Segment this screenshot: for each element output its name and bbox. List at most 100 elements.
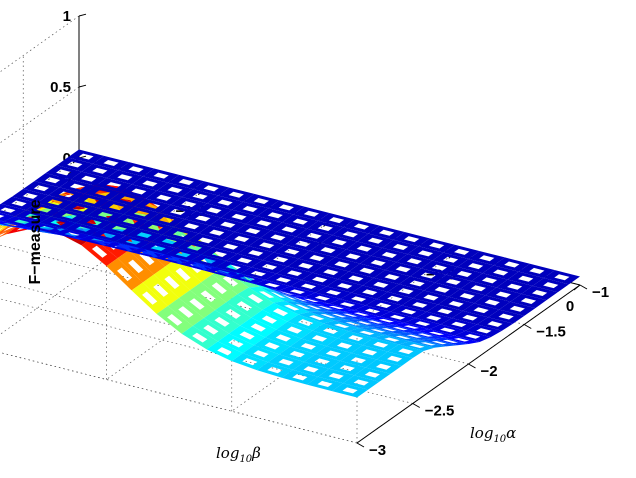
surface-cell-2-9 bbox=[296, 228, 333, 244]
surface-cell-19-1 bbox=[306, 376, 344, 392]
surface-cell-7-12 bbox=[165, 248, 202, 261]
surface-cell-8-6 bbox=[304, 292, 341, 304]
z-tick-mark-2 bbox=[78, 13, 87, 17]
surface-cell-9-3 bbox=[368, 316, 405, 325]
surface-cell-13-2 bbox=[348, 327, 385, 338]
surface-cell-6-16 bbox=[76, 215, 113, 230]
surface-cell-5-18 bbox=[37, 195, 74, 210]
surface-cell-8-9 bbox=[229, 273, 266, 284]
surface-cell-6-5 bbox=[351, 285, 388, 300]
surface-cell-8-3 bbox=[379, 311, 416, 323]
z-tick-mark-1 bbox=[78, 84, 87, 88]
surface-cell-6-2 bbox=[426, 304, 463, 319]
surface-cell-2-19 bbox=[45, 165, 82, 180]
surface-cell-15-4 bbox=[276, 321, 313, 339]
surface-cell-12-5 bbox=[284, 300, 321, 312]
surface-cell-7-11 bbox=[190, 254, 227, 268]
surface-cell-7-9 bbox=[240, 267, 277, 280]
surface-cell-5-14 bbox=[137, 220, 174, 235]
surface-cell-8-11 bbox=[179, 260, 216, 271]
surface-cell-2-12 bbox=[220, 209, 258, 224]
surface-cell-7-2 bbox=[415, 311, 452, 325]
surface-cell-2-4 bbox=[421, 260, 458, 275]
surface-cell-18-1 bbox=[318, 368, 355, 384]
surface-cell-8-8 bbox=[254, 279, 291, 291]
surface-cell-1-7 bbox=[357, 233, 394, 248]
surface-cell-4-13 bbox=[173, 219, 210, 234]
surface-cell-0-5 bbox=[418, 238, 455, 253]
surface-cell-18-3 bbox=[267, 354, 305, 370]
surface-cell-0-6 bbox=[393, 232, 430, 247]
surface-cell-16-5 bbox=[240, 317, 277, 338]
surface-cell-3-7 bbox=[335, 249, 372, 264]
surface-cell-0-7 bbox=[368, 225, 405, 240]
surface-cell-2-5 bbox=[396, 254, 433, 269]
surface-cell-19-6 bbox=[181, 325, 218, 350]
surface-cell-6-8 bbox=[276, 266, 313, 280]
surface-cell-19-0 bbox=[331, 383, 369, 398]
surface-cell-16-0 bbox=[365, 359, 402, 374]
surface-cell-3-11 bbox=[234, 223, 271, 239]
surface-cell-2-17 bbox=[95, 177, 132, 193]
alpha-tick-label-4: −3 bbox=[369, 442, 386, 459]
surface-cell-1-11 bbox=[257, 208, 294, 223]
surface-cell-5-3 bbox=[412, 290, 450, 305]
surface-cell-2-2 bbox=[471, 273, 508, 288]
surface-cell-2-18 bbox=[70, 171, 107, 186]
surface-cell-11-2 bbox=[371, 325, 408, 334]
surface-cell-12-4 bbox=[309, 311, 346, 321]
surface-cell-17-3 bbox=[279, 346, 316, 362]
surface-cell-12-1 bbox=[384, 333, 422, 342]
surface-cell-4-10 bbox=[248, 238, 285, 253]
y-axis-label: log10β bbox=[216, 444, 261, 465]
surface-cell-16-4 bbox=[265, 329, 302, 347]
surface-cell-0-0 bbox=[543, 270, 580, 285]
surface-cell-17-7 bbox=[178, 290, 216, 318]
surface-cell-9-12 bbox=[142, 247, 180, 265]
alpha-tick-mark-0 bbox=[579, 284, 588, 290]
surface-cell-2-3 bbox=[446, 266, 483, 282]
surface-cell-5-5 bbox=[362, 277, 399, 292]
surface-cell-2-11 bbox=[245, 216, 283, 231]
surface-cell-14-4 bbox=[287, 314, 324, 331]
surface-cell-0-17 bbox=[117, 162, 155, 177]
surface-cell-4-4 bbox=[399, 276, 436, 291]
surface-cell-10-12 bbox=[131, 230, 168, 254]
surface-cell-7-6 bbox=[315, 286, 352, 299]
surface-cell-8-14 bbox=[103, 241, 141, 252]
surface-cell-19-9 bbox=[106, 258, 143, 291]
surface-cell-9-19 bbox=[0, 220, 4, 222]
surface-cell-5-4 bbox=[387, 284, 425, 299]
surface-cell-6-4 bbox=[376, 291, 413, 306]
surface-cell-6-17 bbox=[51, 209, 88, 223]
surface-cell-2-14 bbox=[170, 197, 207, 212]
surface-cell-14-1 bbox=[362, 337, 399, 352]
surface-cell-10-6 bbox=[282, 293, 319, 305]
surface-cell-5-15 bbox=[112, 214, 149, 229]
surface-cell-8-18 bbox=[3, 216, 40, 228]
z-tick-label-1: 0.5 bbox=[50, 79, 71, 96]
surface-cell-4-1 bbox=[474, 295, 511, 310]
surface-cell-6-14 bbox=[126, 228, 163, 242]
surface-cell-4-16 bbox=[98, 200, 135, 215]
surface-cell-5-17 bbox=[62, 201, 99, 216]
x-axis-label: log10α bbox=[470, 424, 516, 445]
surface-cell-15-6 bbox=[226, 294, 263, 318]
surface-cell-5-1 bbox=[463, 303, 500, 318]
surface-cell-19-7 bbox=[156, 305, 193, 334]
surface-cell-5-7 bbox=[312, 265, 349, 280]
surface-cell-7-18 bbox=[14, 210, 52, 223]
surface-cell-9-6 bbox=[293, 296, 330, 305]
surface-cell-12-3 bbox=[334, 319, 372, 328]
surface-cell-1-2 bbox=[482, 265, 519, 280]
surface-cell-2-8 bbox=[321, 235, 358, 250]
surface-cell-9-11 bbox=[167, 253, 205, 271]
alpha-tick-label-1: −1.5 bbox=[536, 324, 566, 341]
surface-cell-1-9 bbox=[307, 220, 344, 236]
surface-cell-10-3 bbox=[357, 318, 394, 326]
surface-cell-6-19 bbox=[0, 196, 38, 211]
surface-cell-7-5 bbox=[340, 292, 377, 306]
surface-cell-2-10 bbox=[271, 222, 308, 237]
surface-cell-17-8 bbox=[153, 266, 191, 299]
